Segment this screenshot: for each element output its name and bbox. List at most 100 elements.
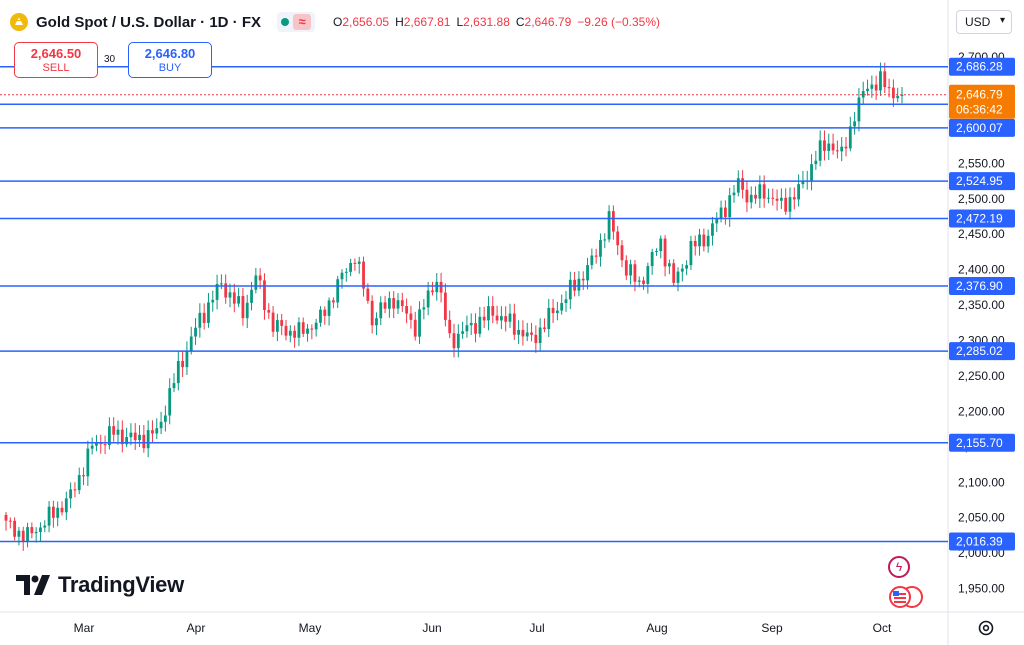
candle — [30, 527, 34, 534]
candle — [340, 272, 344, 280]
candle — [874, 84, 878, 91]
candle — [422, 307, 426, 310]
candle — [655, 251, 658, 253]
candle — [659, 238, 663, 252]
candle — [607, 211, 611, 240]
candle — [17, 530, 21, 537]
candle — [685, 265, 689, 269]
candle — [99, 443, 103, 445]
symbol-title[interactable]: Gold Spot / U.S. Dollar · 1D · FX — [36, 13, 262, 31]
candle — [827, 143, 831, 151]
candle — [689, 240, 693, 266]
candle — [353, 262, 357, 264]
x-tick-label: Jul — [529, 621, 544, 635]
candle — [133, 432, 137, 441]
candle — [883, 71, 887, 88]
level-label: 2,016.39 — [956, 535, 1003, 549]
sell-button[interactable]: 2,646.50 SELL — [14, 42, 98, 78]
candle — [8, 520, 12, 522]
buy-button[interactable]: 2,646.80 BUY — [128, 42, 212, 78]
candle — [474, 323, 477, 334]
candle — [241, 296, 245, 319]
candle — [900, 94, 904, 96]
candle — [784, 197, 788, 212]
candle — [284, 325, 288, 336]
candle — [405, 306, 409, 314]
gear-icon[interactable] — [976, 618, 996, 638]
x-tick-label: Oct — [873, 621, 892, 635]
candle — [482, 316, 486, 321]
candle — [896, 95, 900, 99]
candle — [370, 300, 374, 326]
candle — [499, 316, 503, 321]
candle — [271, 312, 275, 332]
candle — [577, 278, 581, 291]
candle — [103, 444, 107, 446]
us-flag-icon[interactable] — [888, 586, 932, 608]
candle — [551, 307, 555, 314]
candle — [599, 240, 602, 257]
tradingview-logo[interactable]: TradingView — [16, 572, 184, 598]
candle — [254, 275, 258, 290]
x-tick-label: Jun — [422, 621, 441, 635]
candle — [461, 331, 465, 334]
x-tick-label: Apr — [187, 621, 206, 635]
candle — [797, 184, 801, 200]
level-label-bg — [949, 342, 1015, 361]
chart-header: Gold Spot / U.S. Dollar · 1D · FX ≈ O2,6… — [10, 8, 660, 36]
candle — [879, 71, 882, 91]
candle — [792, 197, 796, 200]
candle — [568, 279, 572, 300]
candle — [258, 275, 262, 281]
candle — [151, 430, 154, 434]
y-tick-label: 2,350.00 — [958, 298, 1005, 312]
spread-value: 30 — [104, 54, 116, 65]
level-label: 2,155.70 — [956, 436, 1003, 450]
candle — [616, 231, 620, 246]
candle — [866, 88, 869, 92]
bolt-icon[interactable]: ϟ — [888, 556, 910, 578]
candle — [301, 322, 305, 334]
candle — [198, 312, 202, 328]
candle — [34, 531, 38, 534]
candle — [21, 530, 25, 542]
market-open-icon — [281, 18, 290, 26]
candle — [189, 336, 193, 352]
candle — [702, 234, 706, 247]
candle — [168, 388, 172, 416]
candle — [349, 262, 353, 272]
candle — [224, 283, 228, 298]
candle — [667, 263, 671, 267]
candle — [375, 318, 378, 326]
level-label-bg — [949, 172, 1015, 191]
candle — [620, 245, 624, 261]
candle — [116, 429, 120, 435]
y-tick-label: 2,450.00 — [958, 227, 1005, 241]
candle — [86, 448, 90, 477]
market-status[interactable]: ≈ — [277, 12, 316, 32]
candle — [73, 489, 77, 491]
candle — [95, 443, 98, 446]
candle — [749, 194, 753, 203]
candle — [762, 184, 766, 199]
level-label-bg — [949, 433, 1015, 452]
candle — [590, 255, 594, 266]
candle — [758, 184, 762, 199]
gold-coin-icon[interactable] — [10, 13, 28, 31]
candle — [435, 281, 439, 293]
y-tick-label: 2,250.00 — [958, 369, 1005, 383]
candle — [336, 279, 340, 303]
candle — [861, 91, 865, 98]
candle — [693, 240, 697, 247]
candle — [887, 87, 891, 89]
candle — [215, 283, 219, 300]
candle — [525, 332, 529, 337]
x-tick-label: May — [299, 621, 322, 635]
candle — [263, 280, 266, 310]
currency-select[interactable]: USD ▾ — [956, 10, 1012, 34]
candle — [47, 506, 51, 526]
level-label-bg — [949, 277, 1015, 296]
candle — [306, 328, 309, 334]
